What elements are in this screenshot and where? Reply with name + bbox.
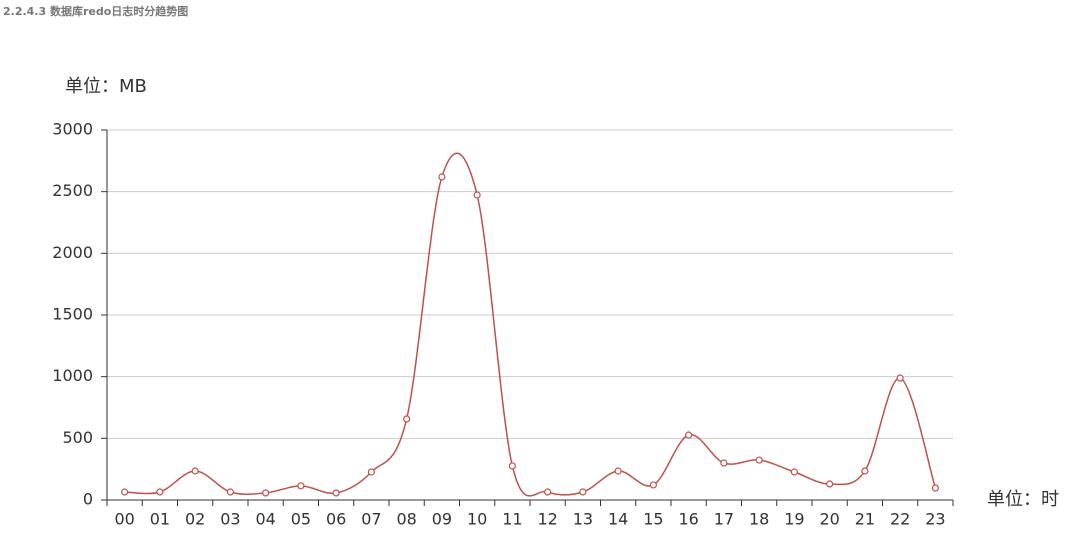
data-point: [826, 480, 834, 488]
y-tick-label: 500: [62, 428, 93, 447]
x-tick-label: 11: [502, 510, 522, 529]
y-tick-label: 2000: [52, 243, 93, 262]
data-point: [931, 484, 939, 492]
data-point: [579, 488, 587, 496]
data-point: [438, 173, 446, 181]
x-tick-label: 13: [573, 510, 593, 529]
data-point: [226, 488, 234, 496]
data-point: [790, 468, 798, 476]
x-tick-label: 03: [220, 510, 240, 529]
y-axis-label: 单位：MB: [65, 76, 147, 97]
data-line: [124, 152, 937, 497]
y-tick-label: 2500: [52, 181, 93, 200]
x-tick-label: 18: [749, 510, 769, 529]
x-tick-label: 09: [432, 510, 452, 529]
y-tick-label: 0: [83, 490, 93, 509]
x-tick-label: 22: [890, 510, 910, 529]
section-heading: 2.2.4.3 数据库redo日志时分趋势图: [3, 5, 189, 18]
data-point: [649, 481, 657, 489]
data-point: [156, 488, 164, 496]
data-point: [262, 489, 270, 497]
data-point: [191, 467, 199, 475]
data-point: [861, 467, 869, 475]
data-point: [720, 459, 728, 467]
data-point: [544, 488, 552, 496]
x-tick-label: 04: [255, 510, 275, 529]
data-point: [896, 374, 904, 382]
x-tick-label: 20: [819, 510, 839, 529]
x-tick-label: 17: [714, 510, 734, 529]
data-point: [473, 191, 481, 199]
x-tick-label: 05: [291, 510, 311, 529]
x-tick-label: 15: [643, 510, 663, 529]
x-tick-label: 07: [361, 510, 381, 529]
data-point: [755, 456, 763, 464]
data-point: [403, 415, 411, 423]
data-point: [297, 482, 305, 490]
y-tick-label: 1500: [52, 305, 93, 324]
x-tick-label: 10: [467, 510, 487, 529]
x-tick-label: 06: [326, 510, 346, 529]
x-tick-label: 16: [678, 510, 698, 529]
y-tick-label: 3000: [52, 120, 93, 139]
data-point: [367, 468, 375, 476]
data-point: [685, 431, 693, 439]
data-point: [614, 467, 622, 475]
data-point: [508, 462, 516, 470]
x-tick-label: 08: [396, 510, 416, 529]
x-tick-label: 02: [185, 510, 205, 529]
x-tick-label: 21: [855, 510, 875, 529]
x-tick-label: 14: [608, 510, 628, 529]
x-tick-label: 00: [114, 510, 134, 529]
data-point: [121, 488, 129, 496]
x-tick-label: 12: [537, 510, 557, 529]
x-tick-label: 19: [784, 510, 804, 529]
y-tick-label: 1000: [52, 366, 93, 385]
x-axis-label: 单位：时: [987, 489, 1059, 510]
x-tick-label: 01: [150, 510, 170, 529]
data-point: [332, 489, 340, 497]
x-tick-label: 23: [925, 510, 945, 529]
